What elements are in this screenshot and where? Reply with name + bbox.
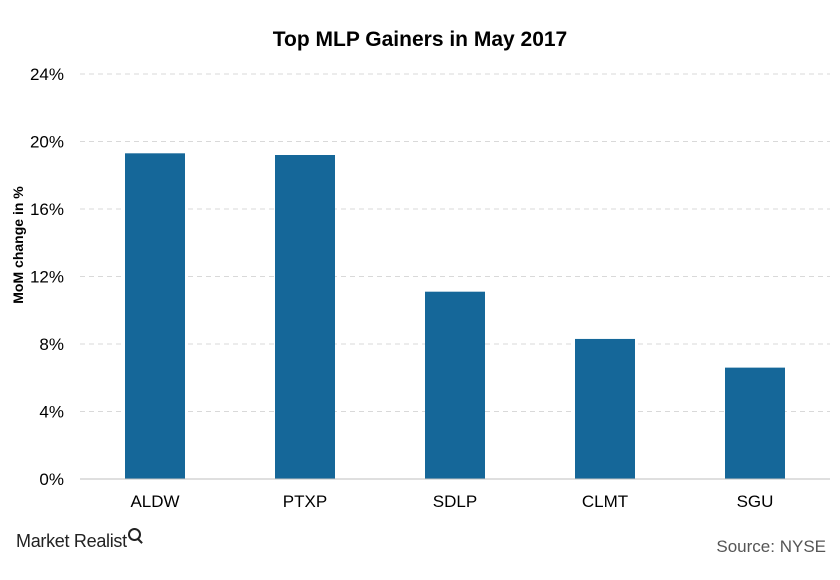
x-tick-label: CLMT [582,492,628,511]
bar-chart: 0% 4% 8% 12% 16% 20% 24% ALDW PTXP SDLP CLMT SGU [30,65,830,511]
x-tick-label: PTXP [283,492,327,511]
x-tick-labels: ALDW PTXP SDLP CLMT SGU [130,492,773,511]
y-tick-label: 24% [30,65,64,84]
bar [275,155,335,479]
y-tick-label: 12% [30,268,64,287]
y-tick-labels: 0% 4% 8% 12% 16% 20% 24% [30,65,64,489]
y-tick-label: 20% [30,133,64,152]
y-tick-label: 0% [39,470,64,489]
x-tick-label: ALDW [130,492,179,511]
source-note: Source: NYSE [716,537,826,556]
brand-logo: Market Realist [16,528,141,552]
chart-title: Top MLP Gainers in May 2017 [272,28,568,51]
magnifier-icon [127,528,141,541]
y-tick-label: 16% [30,200,64,219]
y-tick-label: 4% [39,403,64,422]
bar [575,338,635,479]
bar [725,367,785,479]
brand-name: Market Realist [16,531,127,551]
x-tick-label: SGU [737,492,774,511]
x-tick-label: SDLP [433,492,477,511]
bar [125,153,185,479]
gridlines [80,73,830,412]
bar [425,291,485,479]
bars [125,153,785,479]
y-tick-label: 8% [39,335,64,354]
